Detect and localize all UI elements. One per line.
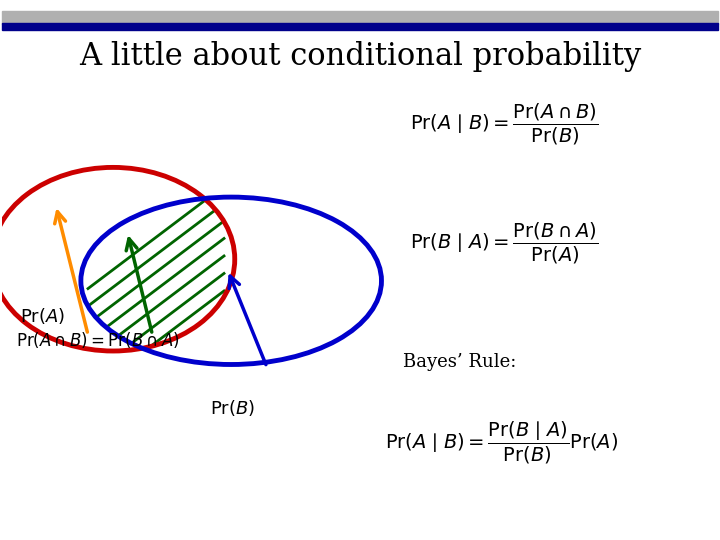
Text: $\Pr(B\mid A)=\dfrac{\Pr(B\cap A)}{\Pr(A)}$: $\Pr(B\mid A)=\dfrac{\Pr(B\cap A)}{\Pr(A… <box>410 220 598 266</box>
Text: $\Pr(A)$: $\Pr(A)$ <box>20 306 65 326</box>
Text: $\Pr(B)$: $\Pr(B)$ <box>210 397 255 418</box>
Text: Bayes’ Rule:: Bayes’ Rule: <box>403 353 516 371</box>
Text: $\Pr(A \cap B) = \Pr(B \cap A)$: $\Pr(A \cap B) = \Pr(B \cap A)$ <box>17 330 180 350</box>
Text: A little about conditional probability: A little about conditional probability <box>79 41 641 72</box>
Text: $\Pr(A\mid B)=\dfrac{\Pr(A\cap B)}{\Pr(B)}$: $\Pr(A\mid B)=\dfrac{\Pr(A\cap B)}{\Pr(B… <box>410 102 598 147</box>
FancyBboxPatch shape <box>2 23 718 30</box>
FancyBboxPatch shape <box>2 11 718 24</box>
Text: $\Pr(A\mid B)=\dfrac{\Pr(B\mid A)}{\Pr(B)}\Pr(A)$: $\Pr(A\mid B)=\dfrac{\Pr(B\mid A)}{\Pr(B… <box>385 420 618 466</box>
